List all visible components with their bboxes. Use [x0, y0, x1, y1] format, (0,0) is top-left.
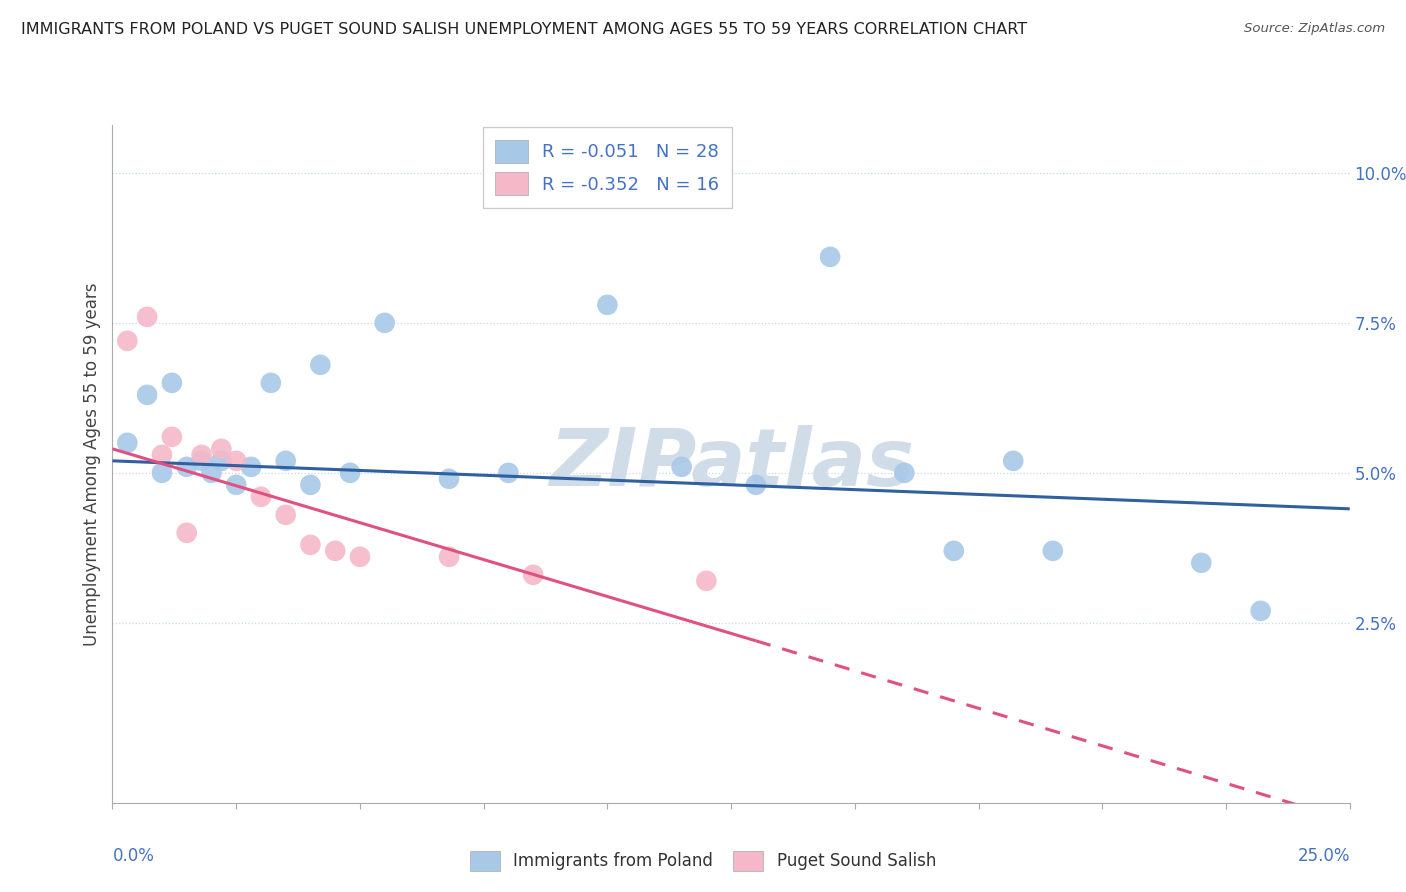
- Point: [745, 478, 768, 492]
- Legend: R = -0.051   N = 28, R = -0.352   N = 16: R = -0.051 N = 28, R = -0.352 N = 16: [482, 128, 733, 208]
- Point: [209, 454, 232, 468]
- Point: [274, 508, 297, 522]
- Point: [260, 376, 283, 390]
- Point: [437, 472, 460, 486]
- Point: [1042, 544, 1064, 558]
- Point: [274, 454, 297, 468]
- Point: [190, 454, 212, 468]
- Point: [299, 538, 322, 552]
- Point: [176, 459, 198, 474]
- Point: [160, 430, 183, 444]
- Legend: Immigrants from Poland, Puget Sound Salish: Immigrants from Poland, Puget Sound Sali…: [461, 842, 945, 880]
- Point: [942, 544, 965, 558]
- Point: [117, 334, 139, 348]
- Point: [1250, 604, 1272, 618]
- Point: [225, 454, 247, 468]
- Point: [695, 574, 717, 588]
- Point: [225, 478, 247, 492]
- Point: [1189, 556, 1212, 570]
- Point: [309, 358, 332, 372]
- Point: [671, 459, 693, 474]
- Point: [250, 490, 273, 504]
- Point: [136, 388, 159, 402]
- Text: IMMIGRANTS FROM POLAND VS PUGET SOUND SALISH UNEMPLOYMENT AMONG AGES 55 TO 59 YE: IMMIGRANTS FROM POLAND VS PUGET SOUND SA…: [21, 22, 1028, 37]
- Point: [339, 466, 361, 480]
- Point: [117, 435, 139, 450]
- Point: [437, 549, 460, 564]
- Text: Source: ZipAtlas.com: Source: ZipAtlas.com: [1244, 22, 1385, 36]
- Text: 0.0%: 0.0%: [112, 847, 155, 865]
- Point: [349, 549, 371, 564]
- Point: [150, 466, 173, 480]
- Point: [498, 466, 520, 480]
- Point: [209, 442, 232, 456]
- Point: [299, 478, 322, 492]
- Point: [240, 459, 263, 474]
- Point: [160, 376, 183, 390]
- Point: [893, 466, 915, 480]
- Point: [190, 448, 212, 462]
- Point: [522, 567, 544, 582]
- Point: [136, 310, 159, 324]
- Text: 25.0%: 25.0%: [1298, 847, 1350, 865]
- Point: [1002, 454, 1025, 468]
- Y-axis label: Unemployment Among Ages 55 to 59 years: Unemployment Among Ages 55 to 59 years: [83, 282, 101, 646]
- Point: [374, 316, 396, 330]
- Point: [596, 298, 619, 312]
- Text: ZIPatlas: ZIPatlas: [548, 425, 914, 503]
- Point: [323, 544, 346, 558]
- Point: [176, 525, 198, 540]
- Point: [150, 448, 173, 462]
- Point: [200, 466, 222, 480]
- Point: [818, 250, 841, 264]
